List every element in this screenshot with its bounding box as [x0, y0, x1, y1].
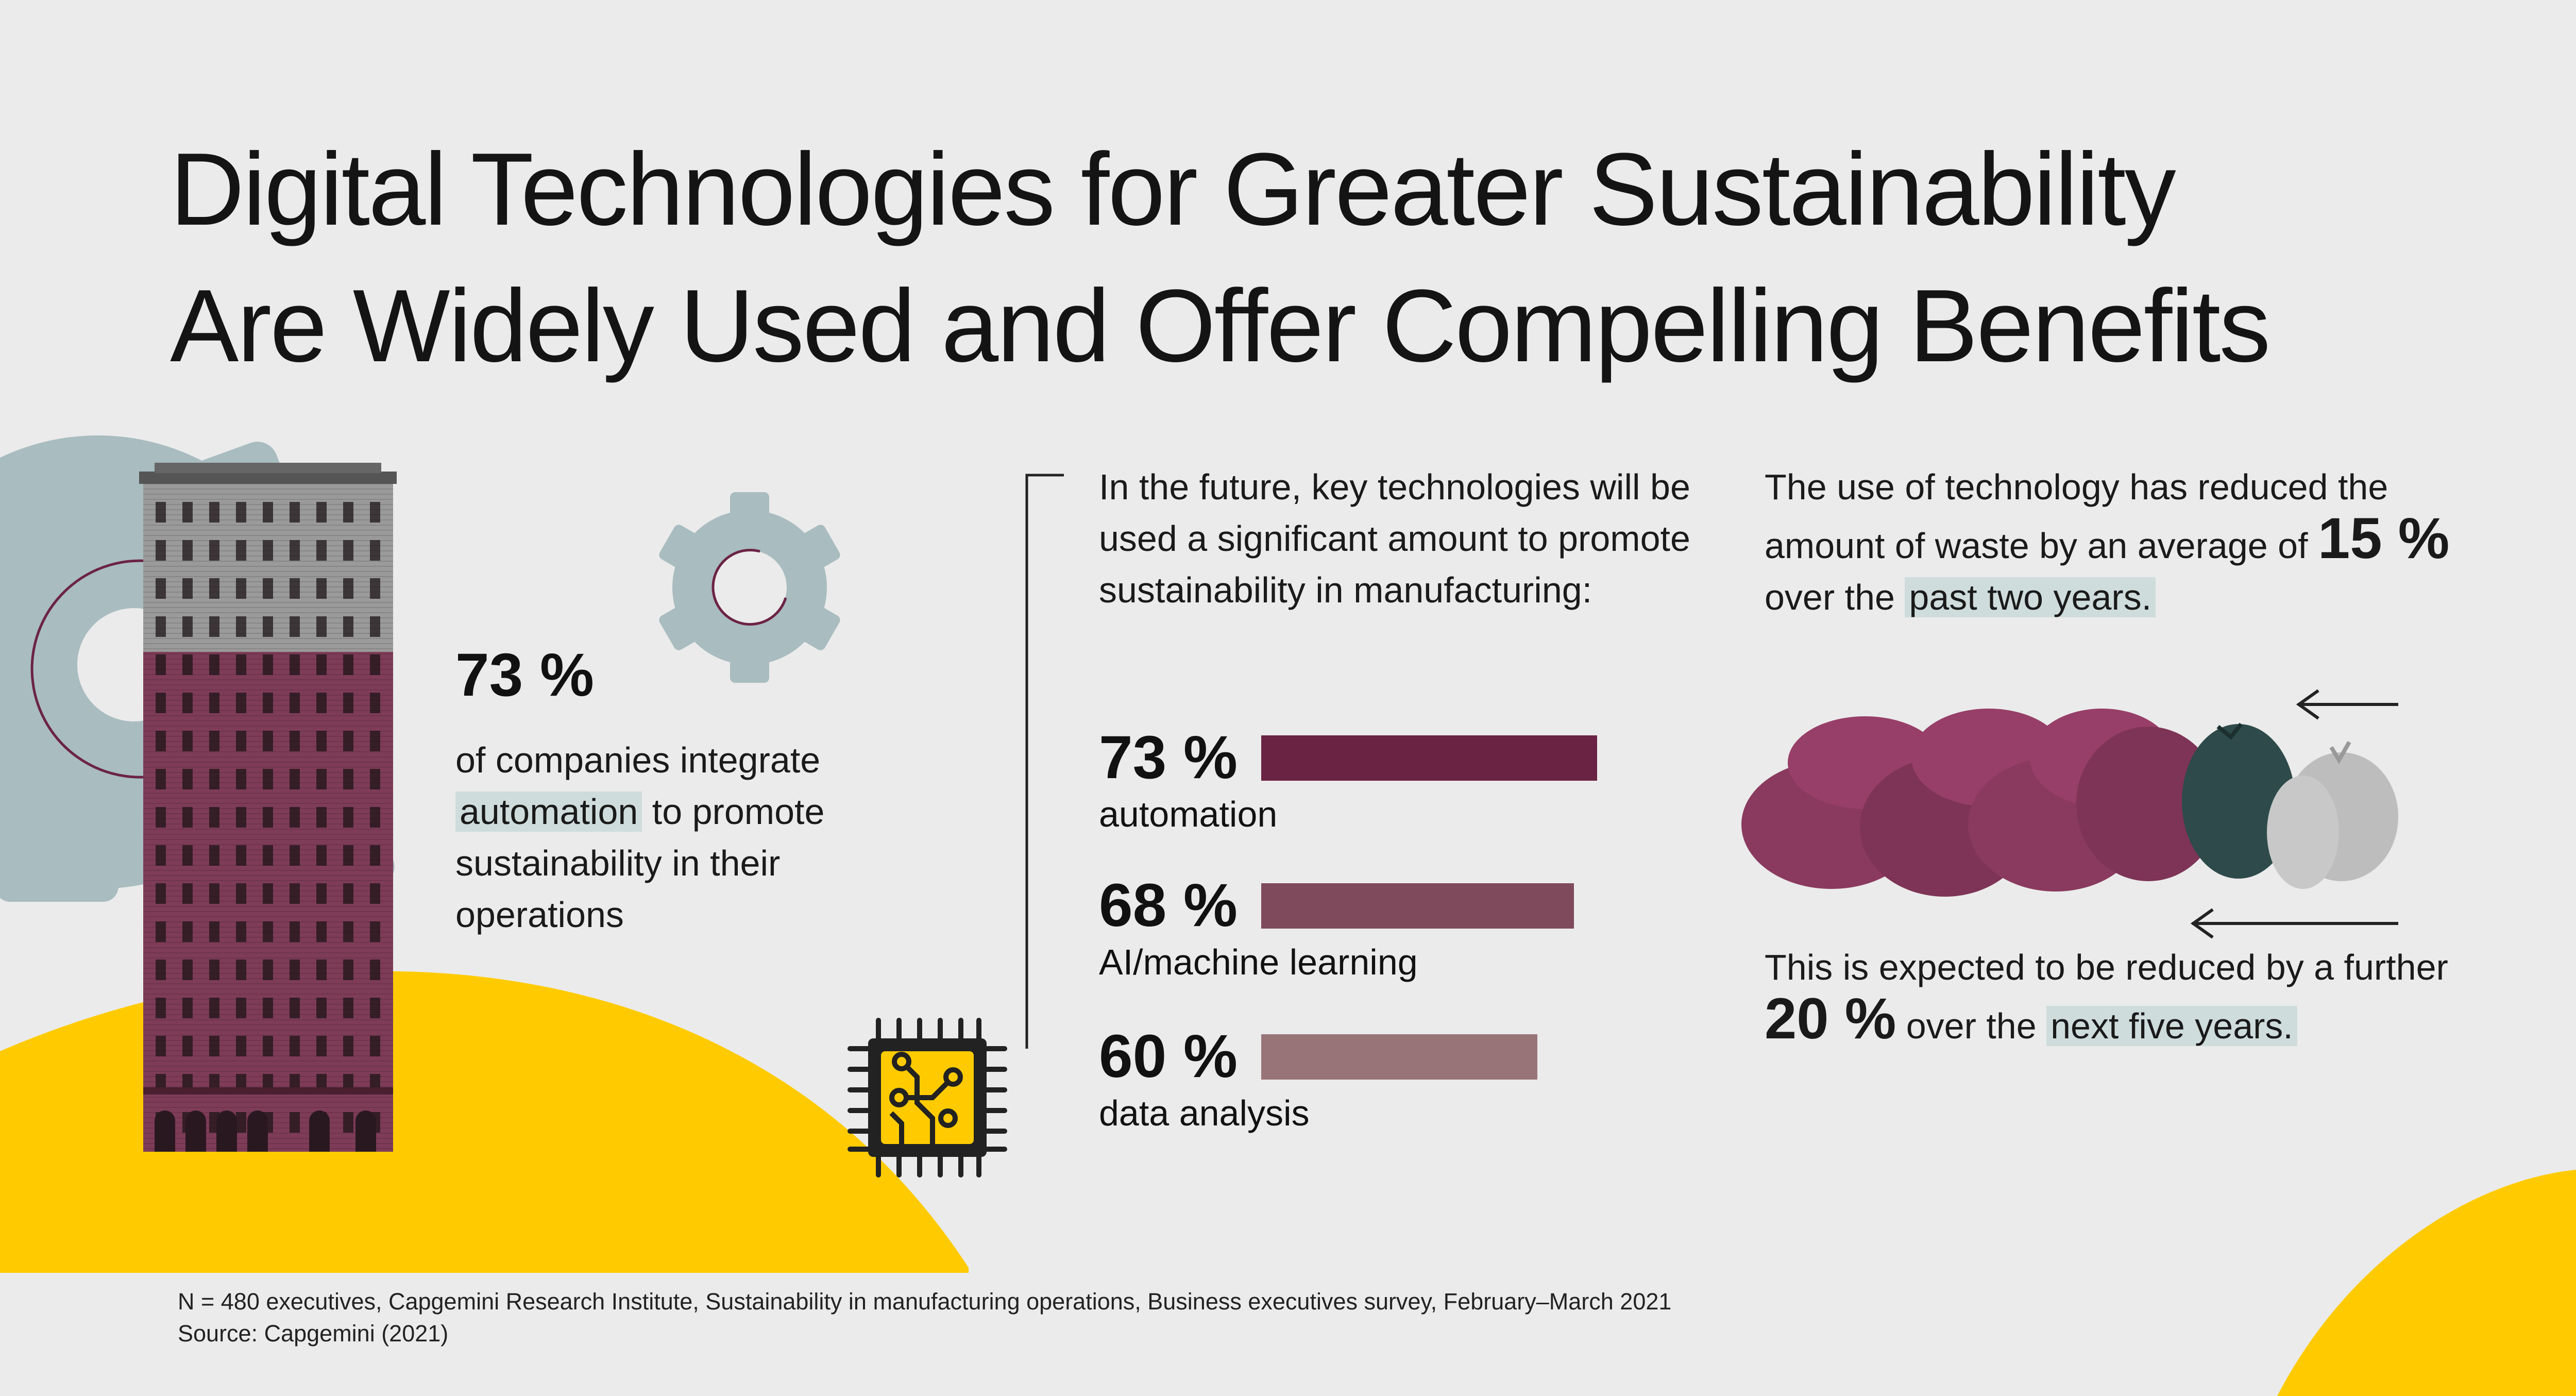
future-text-before: This is expected to be reduced by a furt… [1765, 947, 2448, 987]
bar-label: automation [1099, 794, 1278, 834]
waste-reduction-text: The use of technology has reduced the am… [1765, 461, 2476, 623]
bar-fill [1261, 1034, 1537, 1080]
footnote-line-1: N = 480 executives, Capgemini Research I… [178, 1288, 1672, 1315]
building-illustration [139, 463, 397, 1152]
bar-pct: 60 % [1099, 1022, 1238, 1090]
left-stat-block: 73 % of companies integrate automation t… [455, 639, 919, 940]
bracket-line [1025, 474, 1064, 1049]
page-title: Digital Technologies for Greater Sustain… [170, 121, 2385, 394]
left-stat-highlight: automation [455, 792, 642, 832]
chip-icon [848, 1018, 1007, 1178]
left-stat-text: of companies integrate automation to pro… [455, 734, 919, 940]
bar-pct: 68 % [1099, 871, 1238, 939]
gear-icon-small [659, 492, 840, 683]
title-line-1: Digital Technologies for Greater Sustain… [170, 132, 2176, 247]
footnote-line-2: Source: Capgemini (2021) [178, 1320, 449, 1347]
bar-label: data analysis [1099, 1093, 1310, 1133]
bar-row-data-analysis: 60 % data analysis [1099, 1023, 1666, 1152]
future-highlight: next five years. [2046, 1006, 2297, 1046]
bar-fill [1261, 883, 1574, 929]
left-stat-text-before: of companies integrate [455, 740, 821, 780]
waste-text-before: The use of technology has reduced the am… [1765, 467, 2388, 566]
yellow-blob-right [2277, 1170, 2576, 1396]
future-tech-intro: In the future, key technologies will be … [1099, 467, 1690, 610]
title-line-2: Are Widely Used and Offer Compelling Ben… [170, 268, 2270, 383]
waste-highlight: past two years. [1905, 577, 2156, 617]
waste-text-mid: over the [1765, 577, 1895, 617]
arrow-left-icon-2 [2190, 908, 2398, 939]
source-footnote: N = 480 executives, Capgemini Research I… [178, 1286, 1929, 1350]
future-text-mid: over the [1906, 1006, 2037, 1046]
future-value: 20 % [1765, 986, 1896, 1051]
bar-row-ai-machine-learning: 68 % AI/machine learning [1099, 872, 1666, 1001]
garbage-bags-illustration [1741, 709, 2398, 897]
future-reduction-text: This is expected to be reduced by a furt… [1765, 941, 2476, 1052]
left-stat-text-after: to promote sustainability in their opera… [455, 792, 825, 935]
left-stat-value: 73 % [455, 641, 594, 709]
arrow-left-icon [2296, 689, 2398, 720]
bar-label: AI/machine learning [1099, 942, 1418, 982]
bar-pct: 73 % [1099, 724, 1238, 792]
waste-value: 15 % [2318, 506, 2450, 570]
bar-row-automation: 73 % automation [1099, 724, 1666, 853]
bar-fill [1261, 735, 1597, 781]
